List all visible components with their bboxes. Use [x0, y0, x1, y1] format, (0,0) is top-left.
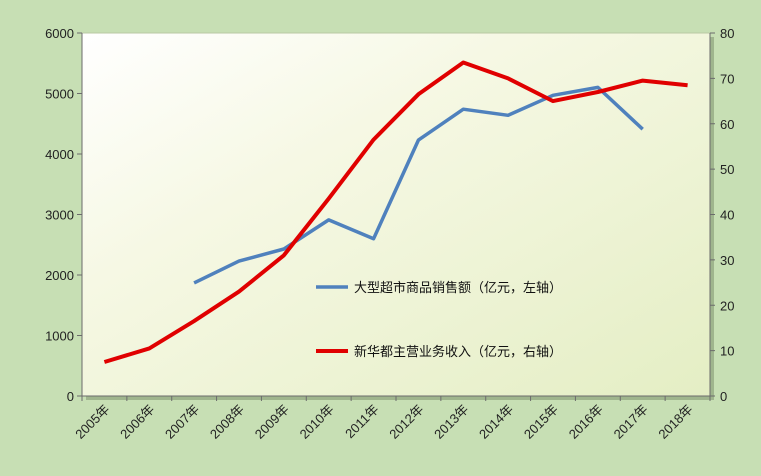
x-tick-label: 2011年 [342, 402, 382, 442]
y-right-tick-label: 20 [720, 298, 734, 313]
y-left-tick-label: 5000 [45, 87, 74, 102]
series-line-1 [193, 85, 644, 285]
x-tick-label: 2012年 [386, 402, 426, 442]
x-tick-label: 2008年 [207, 402, 247, 442]
y-left-tick-label: 4000 [45, 147, 74, 162]
y-right-tick-label: 40 [720, 208, 734, 223]
x-tick-label: 2015年 [521, 402, 561, 442]
y-right-tick-label: 70 [720, 71, 734, 86]
x-tick-label: 2009年 [252, 402, 292, 442]
y-left-tick-label: 6000 [45, 26, 74, 41]
x-tick-label: 2013年 [431, 402, 471, 442]
series-lines [103, 60, 688, 364]
x-tick-label: 2014年 [476, 402, 516, 442]
y-left-tick-label: 1000 [45, 329, 74, 344]
x-tick-label: 2007年 [162, 402, 202, 442]
y-left-tick-label: 3000 [45, 208, 74, 223]
y-left-tick-label: 2000 [45, 268, 74, 283]
y-right-tick-label: 60 [720, 117, 734, 132]
legend: 大型超市商品销售额（亿元，左轴） 新华都主营业务收入（亿元，右轴） [316, 280, 562, 360]
y-right-tick-label: 10 [720, 344, 734, 359]
x-tick-label: 2010年 [297, 402, 337, 442]
y-left-tick-label: 0 [67, 389, 74, 404]
series-line-2 [103, 60, 688, 364]
x-tick-label: 2018年 [655, 402, 695, 442]
y-right-tick-label: 50 [720, 162, 734, 177]
y-right-tick-label: 30 [720, 253, 734, 268]
x-tick-label: 2017年 [611, 402, 651, 442]
x-tick-label: 2016年 [566, 402, 606, 442]
y-right-tick-label: 0 [720, 389, 727, 404]
x-tick-label: 2006年 [117, 402, 157, 442]
x-tick-label: 2005年 [72, 402, 112, 442]
legend-label: 大型超市商品销售额（亿元，左轴） [354, 280, 562, 296]
y-right-tick-label: 80 [720, 26, 734, 41]
legend-label: 新华都主营业务收入（亿元，右轴） [354, 344, 562, 360]
